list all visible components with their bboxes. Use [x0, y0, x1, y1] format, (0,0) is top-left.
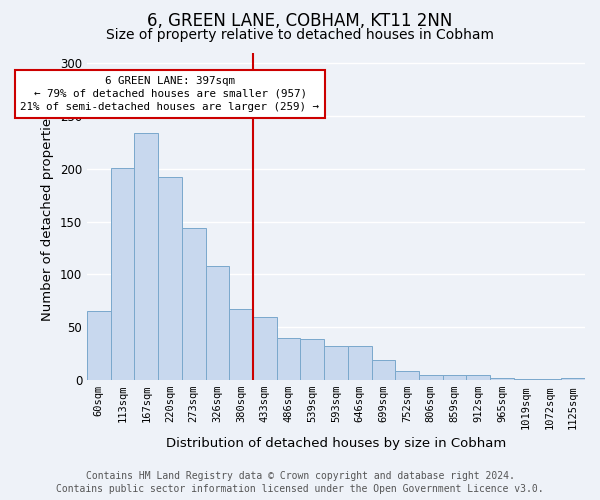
Bar	[277, 338, 301, 380]
Bar	[514, 379, 538, 380]
Bar	[466, 375, 490, 380]
Bar	[395, 370, 419, 380]
Bar	[206, 266, 229, 380]
Bar	[371, 360, 395, 380]
Text: 6, GREEN LANE, COBHAM, KT11 2NN: 6, GREEN LANE, COBHAM, KT11 2NN	[148, 12, 452, 30]
Bar	[561, 378, 585, 380]
Bar	[324, 346, 348, 380]
Bar	[229, 310, 253, 380]
Bar	[538, 379, 561, 380]
Bar	[443, 375, 466, 380]
Y-axis label: Number of detached properties: Number of detached properties	[41, 112, 55, 322]
X-axis label: Distribution of detached houses by size in Cobham: Distribution of detached houses by size …	[166, 437, 506, 450]
Bar	[87, 312, 111, 380]
Bar	[182, 228, 206, 380]
Text: Contains HM Land Registry data © Crown copyright and database right 2024.
Contai: Contains HM Land Registry data © Crown c…	[56, 471, 544, 494]
Bar	[158, 177, 182, 380]
Text: Size of property relative to detached houses in Cobham: Size of property relative to detached ho…	[106, 28, 494, 42]
Bar	[490, 378, 514, 380]
Bar	[253, 316, 277, 380]
Bar	[134, 133, 158, 380]
Bar	[111, 168, 134, 380]
Text: 6 GREEN LANE: 397sqm
← 79% of detached houses are smaller (957)
21% of semi-deta: 6 GREEN LANE: 397sqm ← 79% of detached h…	[20, 76, 320, 112]
Bar	[348, 346, 371, 380]
Bar	[419, 375, 443, 380]
Bar	[301, 339, 324, 380]
